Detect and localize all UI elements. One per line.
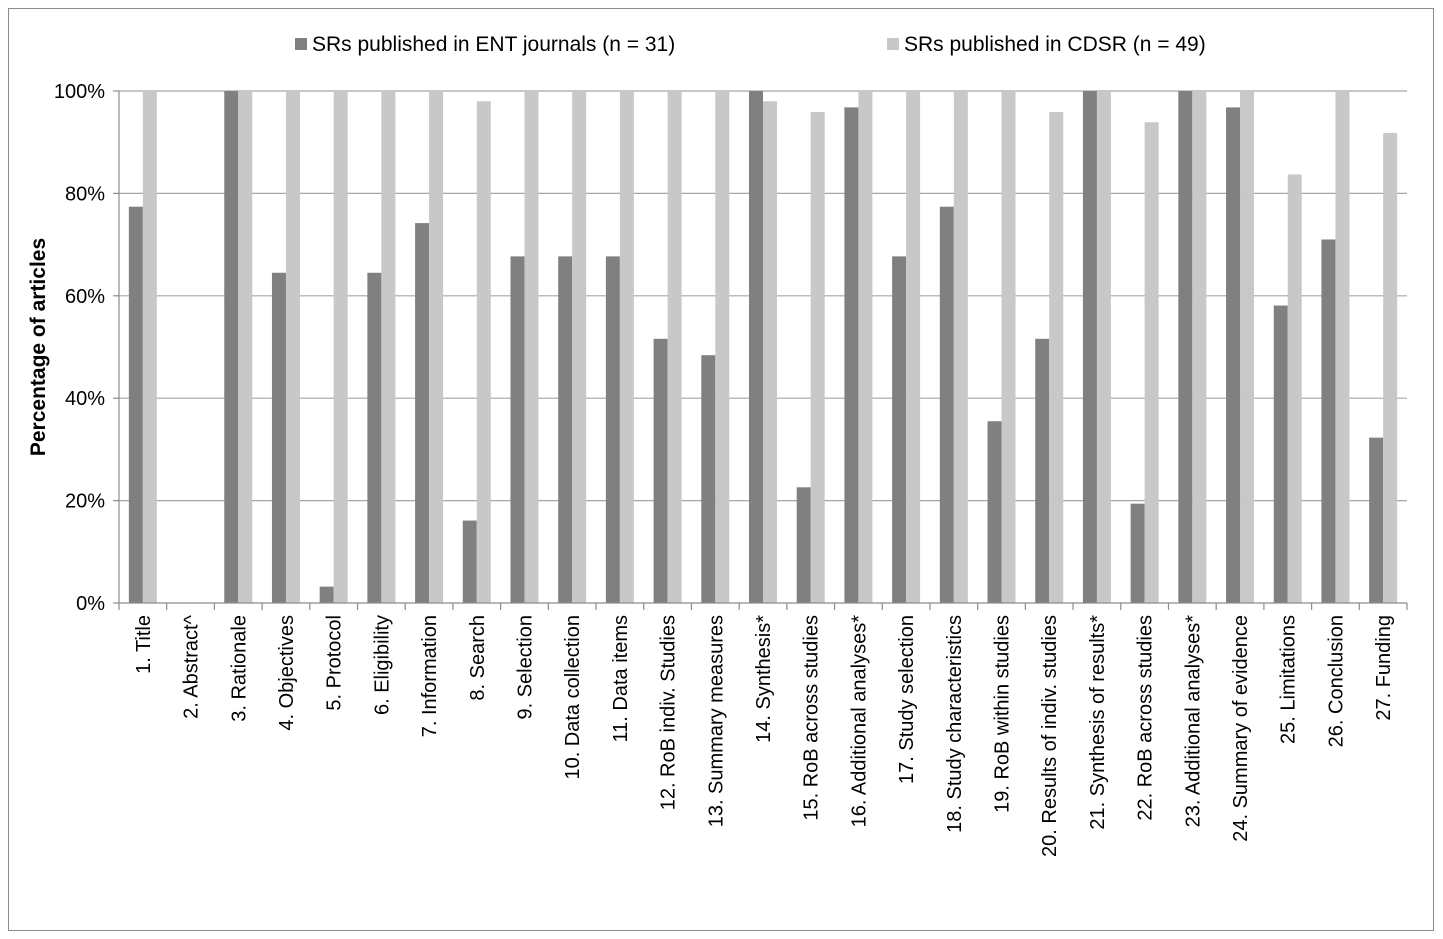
category-label: 15. RoB across studies <box>801 615 823 821</box>
bar-ent-9 <box>510 256 525 603</box>
bar-chart: 0% 20% 40% 60% 80% 100% 1. Title 2. Abstract^ 3… <box>27 33 1408 857</box>
bar-cdsr-4 <box>285 91 300 603</box>
bar-ent-16 <box>844 107 859 603</box>
legend: SRs published in ENT journals (n = 31) SR… <box>295 33 1206 56</box>
bar-cdsr-5 <box>333 91 348 603</box>
category-label: 1. Title <box>133 615 155 674</box>
bar-cdsr-23 <box>1192 91 1207 603</box>
bar-ent-8 <box>462 520 477 603</box>
category-label: 9. Selection <box>514 615 536 720</box>
category-label: 14. Synthesis* <box>753 615 775 743</box>
bar-ent-13 <box>701 355 716 603</box>
category-label: 10. Data collection <box>562 615 584 780</box>
bar-cdsr-11 <box>619 91 634 603</box>
category-label: 17. Study selection <box>896 615 918 784</box>
category-label: 4. Objectives <box>276 615 298 731</box>
bar-cdsr-3 <box>238 91 253 603</box>
category-label: 6. Eligibility <box>371 615 393 715</box>
legend-swatch-ent <box>295 38 307 50</box>
bar-ent-26 <box>1321 239 1336 604</box>
bar-ent-23 <box>1178 91 1193 603</box>
bar-cdsr-19 <box>1001 91 1016 603</box>
legend-label-ent: SRs published in ENT journals (n = 31) <box>312 33 675 56</box>
bar-ent-27 <box>1369 437 1384 603</box>
bar-ent-14 <box>749 91 763 603</box>
category-label: 23. Additional analyses* <box>1182 615 1204 828</box>
category-label: 5. Protocol <box>324 615 346 711</box>
bar-ent-19 <box>987 421 1002 603</box>
y-tick-label: 80% <box>65 183 105 205</box>
bar-cdsr-8 <box>476 101 491 604</box>
bar-cdsr-12 <box>667 91 682 603</box>
bar-ent-18 <box>939 206 954 603</box>
category-label: 2. Abstract^ <box>181 614 203 718</box>
chart-frame: 0% 20% 40% 60% 80% 100% 1. Title 2. Abstract^ 3… <box>8 8 1434 931</box>
bar-ent-4 <box>271 272 286 603</box>
category-label: 19. RoB within studies <box>992 615 1014 813</box>
y-tick-label: 60% <box>65 286 105 308</box>
bar-cdsr-27 <box>1383 132 1398 603</box>
bar-cdsr-9 <box>524 91 539 603</box>
bar-ent-10 <box>558 256 573 603</box>
bar-ent-24 <box>1226 107 1241 603</box>
category-label: 27. Funding <box>1373 615 1395 721</box>
bar-cdsr-14 <box>763 101 777 604</box>
bar-ent-15 <box>796 487 811 603</box>
bar-cdsr-22 <box>1144 122 1159 604</box>
bar-cdsr-16 <box>858 91 873 603</box>
bar-ent-5 <box>319 586 334 603</box>
category-label: 21. Synthesis of results* <box>1087 615 1109 830</box>
bar-cdsr-18 <box>953 91 968 603</box>
bar-ent-17 <box>892 256 907 603</box>
category-label: 7. Information <box>419 615 441 737</box>
bars <box>128 91 1398 604</box>
category-label: 26. Conclusion <box>1325 615 1347 747</box>
bar-ent-20 <box>1035 338 1050 603</box>
category-label: 8. Search <box>467 615 489 701</box>
bar-ent-25 <box>1273 305 1288 603</box>
bar-cdsr-25 <box>1287 174 1302 603</box>
y-tick-labels: 0% 20% 40% 60% 80% 100% <box>54 81 105 615</box>
bar-ent-22 <box>1130 503 1145 603</box>
bar-ent-11 <box>605 256 620 603</box>
y-tick-label: 20% <box>65 491 105 513</box>
bar-cdsr-24 <box>1240 91 1255 603</box>
bar-cdsr-1 <box>142 91 157 603</box>
bar-cdsr-26 <box>1335 91 1350 603</box>
bar-ent-21 <box>1082 91 1097 603</box>
axes <box>113 90 1408 610</box>
bar-cdsr-6 <box>381 91 396 603</box>
category-label: 13. Summary measures <box>705 615 727 827</box>
bar-ent-7 <box>415 223 430 603</box>
legend-label-cdsr: SRs published in CDSR (n = 49) <box>904 33 1206 56</box>
category-label: 11. Data items <box>610 615 632 742</box>
bar-cdsr-17 <box>906 91 921 603</box>
y-tick-label: 100% <box>54 81 105 103</box>
bar-cdsr-21 <box>1096 91 1111 603</box>
bar-cdsr-10 <box>572 91 587 603</box>
y-tick-label: 0% <box>76 593 105 615</box>
category-label: 16. Additional analyses* <box>848 615 870 828</box>
category-label: 3. Rationale <box>228 615 250 722</box>
bar-ent-12 <box>653 338 668 603</box>
category-label: 20. Results of indiv. studies <box>1039 615 1061 857</box>
category-label: 24. Summary of evidence <box>1230 615 1252 842</box>
category-label: 12. RoB indiv. Studies <box>658 615 680 810</box>
y-axis-label: Percentage of articles <box>27 238 50 456</box>
bar-ent-1 <box>128 206 143 603</box>
bar-cdsr-13 <box>715 91 730 603</box>
bar-ent-3 <box>224 91 239 603</box>
bar-ent-6 <box>367 272 382 603</box>
category-labels: 1. Title 2. Abstract^ 3. Rationale 4. Objec… <box>133 614 1395 857</box>
bar-cdsr-7 <box>429 91 444 603</box>
category-label: 22. RoB across studies <box>1135 615 1157 821</box>
bar-cdsr-15 <box>810 111 825 603</box>
category-label: 25. Limitations <box>1278 615 1300 744</box>
category-label: 18. Study characteristics <box>944 615 966 833</box>
bar-cdsr-20 <box>1049 111 1064 603</box>
y-tick-label: 40% <box>65 388 105 410</box>
legend-swatch-cdsr <box>887 38 899 50</box>
